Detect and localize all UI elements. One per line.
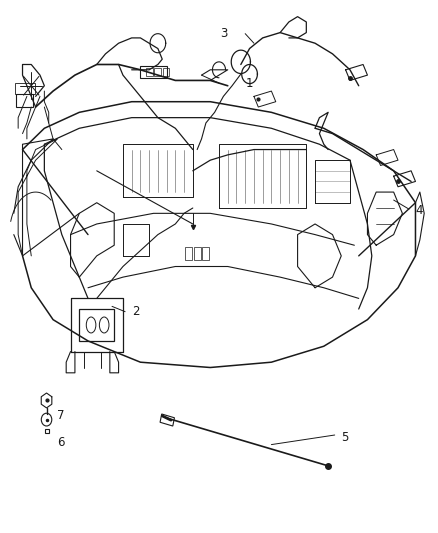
Bar [160, 414, 174, 426]
Bar [15, 83, 35, 94]
Text: 2: 2 [132, 305, 139, 318]
Text: 4: 4 [416, 204, 423, 217]
Bar [202, 247, 209, 260]
Text: 6: 6 [57, 437, 65, 449]
Bar [162, 68, 169, 76]
Bar [194, 247, 201, 260]
Bar [146, 68, 152, 76]
Text: 7: 7 [57, 409, 65, 422]
Bar [79, 309, 114, 341]
Text: 3: 3 [220, 27, 228, 40]
Bar [154, 68, 161, 76]
Text: 1: 1 [245, 77, 253, 90]
Bar [16, 94, 33, 107]
Bar [141, 66, 166, 78]
Text: 5: 5 [341, 431, 349, 444]
Bar [185, 247, 192, 260]
